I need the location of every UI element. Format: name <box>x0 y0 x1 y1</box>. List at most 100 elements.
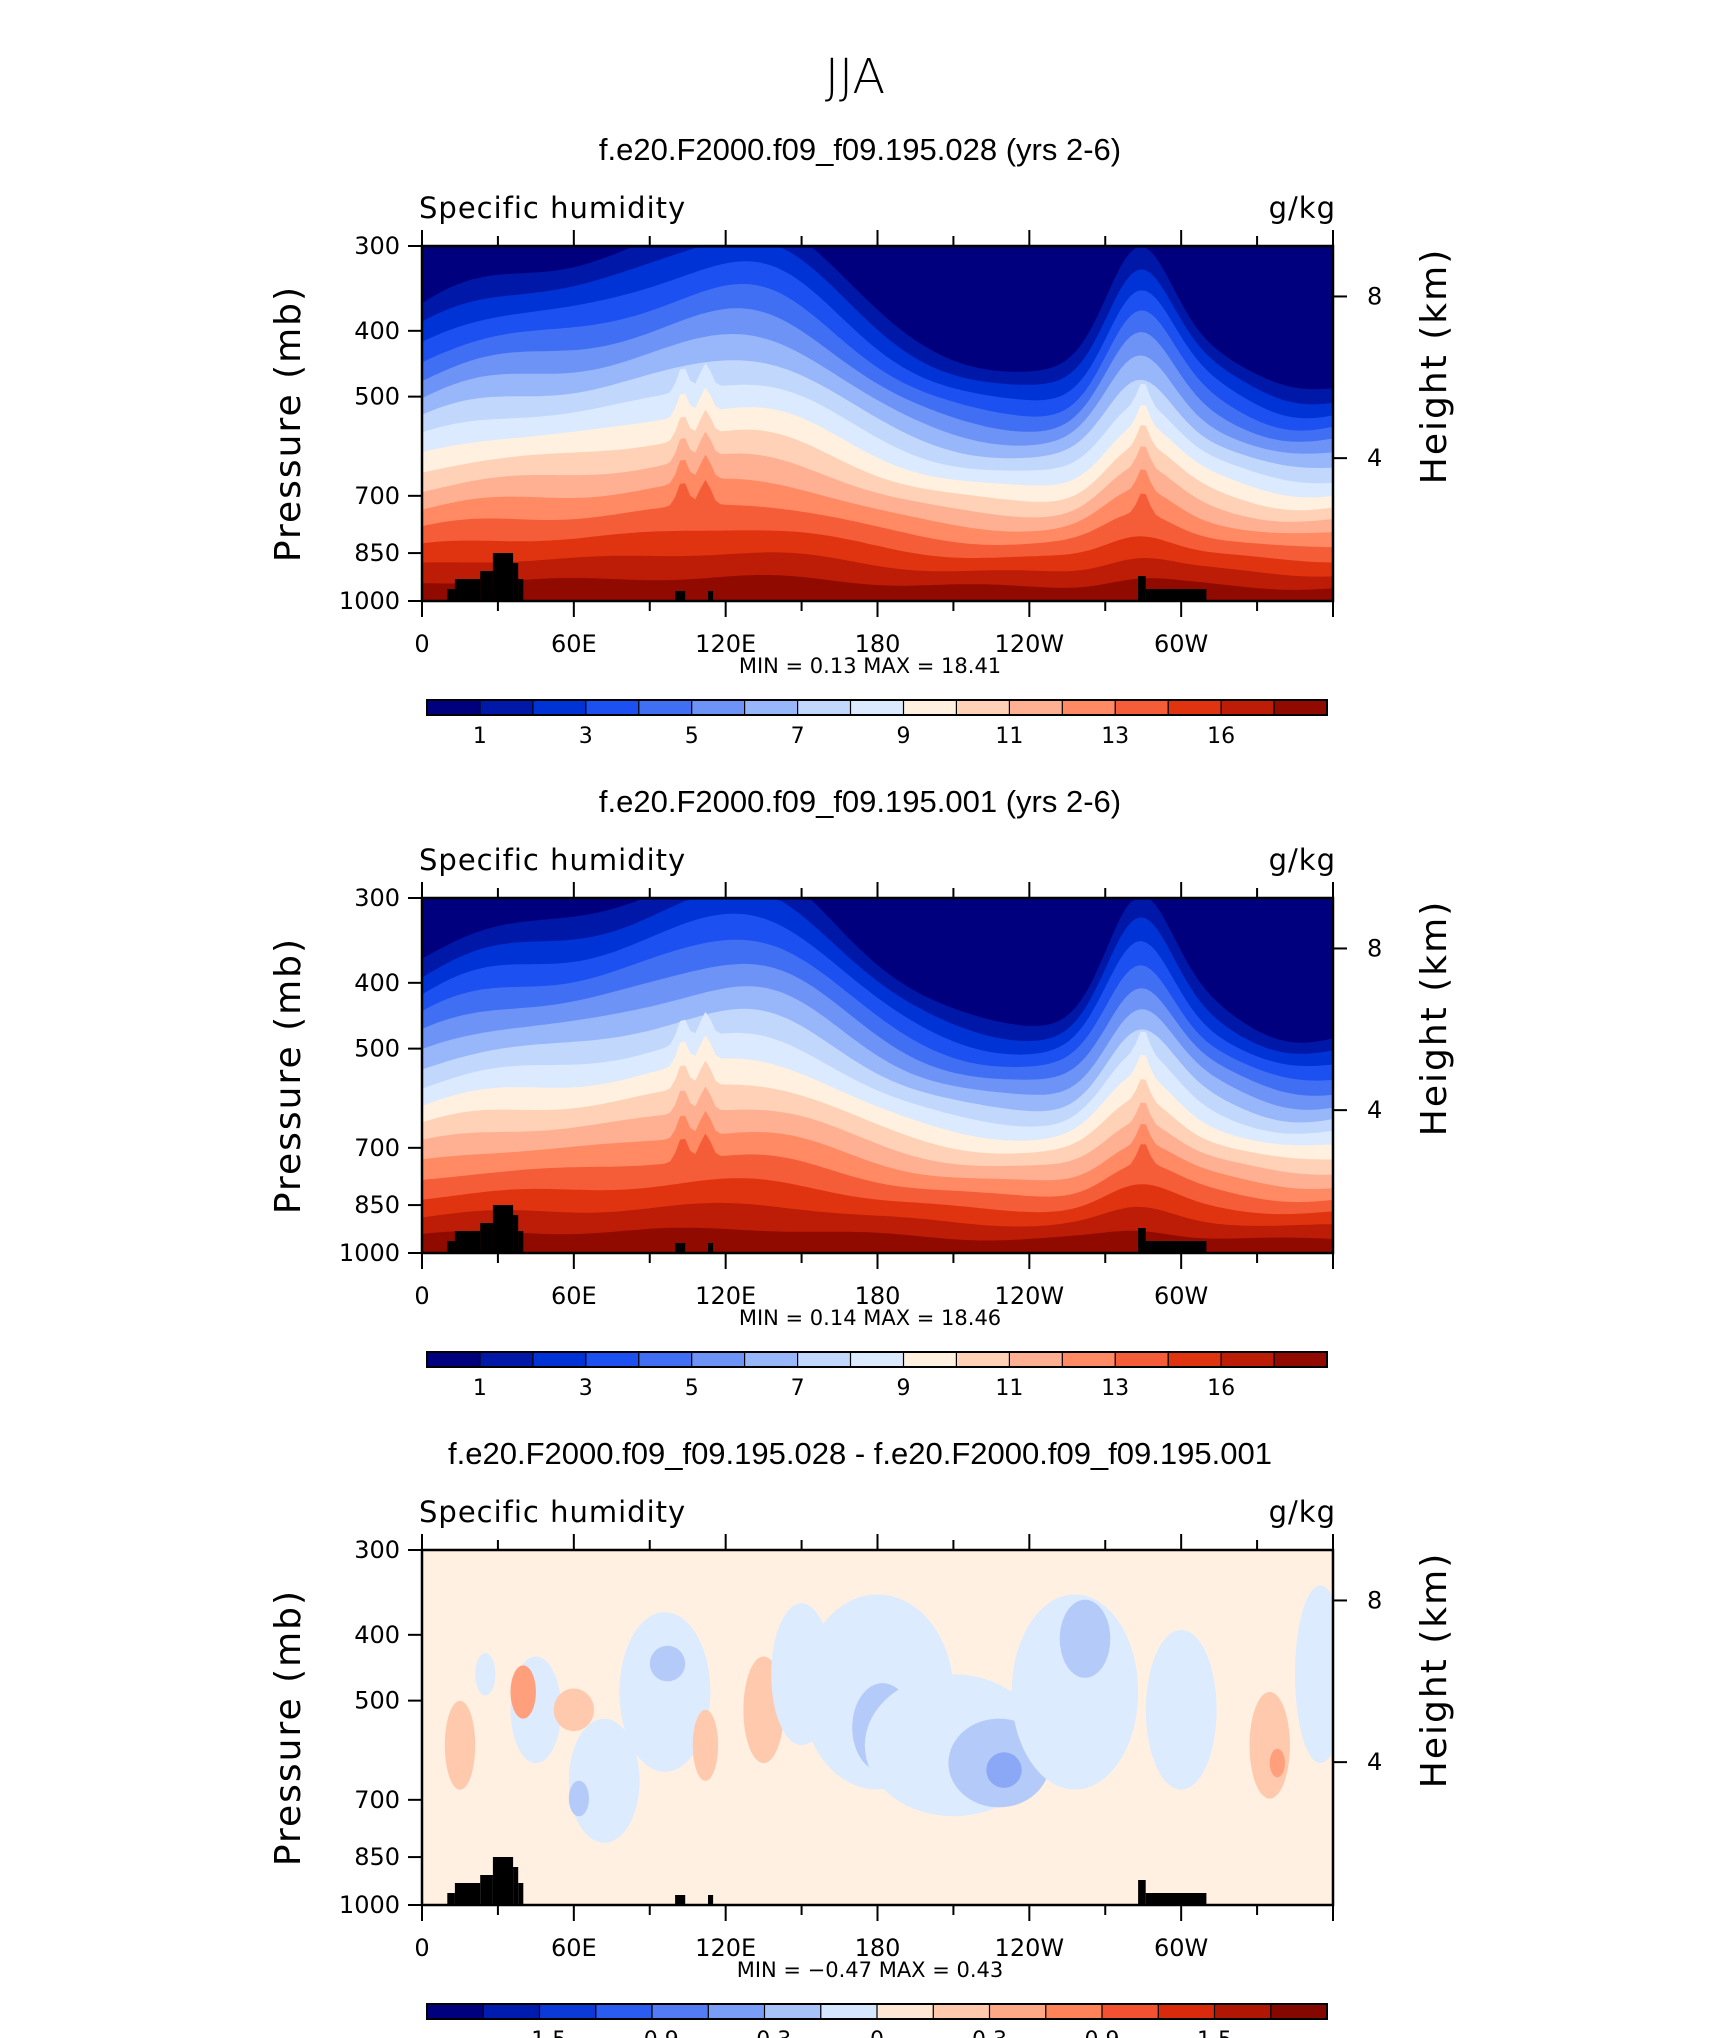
colorbar-swatch <box>796 699 852 716</box>
y-axis-label: Pressure (mb) <box>268 1589 309 1866</box>
colorbar-label: 7 <box>791 1376 805 1401</box>
min-max-stats: MIN = −0.47 MAX = 0.43 <box>737 1958 1004 1982</box>
variable-label: Specific humidity <box>419 1495 686 1529</box>
colorbar-swatch <box>955 699 1011 716</box>
colorbar-swatch <box>482 2003 541 2020</box>
diff-contour-region <box>444 1700 476 1790</box>
colorbar-swatch <box>763 2003 822 2020</box>
topography-block <box>492 1205 514 1253</box>
y-tick-label: 700 <box>354 1134 400 1162</box>
x-tick-label: 60W <box>1154 1282 1208 1310</box>
topography-block <box>480 1875 493 1905</box>
colorbar-label: 9 <box>897 1376 911 1401</box>
y-tick-label: 850 <box>354 539 400 567</box>
x-tick-label: 60E <box>551 1282 597 1310</box>
colorbar-swatch <box>479 699 534 716</box>
colorbar-swatch <box>849 699 905 716</box>
colorbar-swatch <box>1273 699 1328 716</box>
units-label: g/kg <box>1269 843 1336 877</box>
y-tick-label: 850 <box>354 1191 400 1219</box>
colorbar-frame <box>426 2003 1328 2020</box>
colorbar-label: 13 <box>1101 1376 1129 1401</box>
colorbar-swatch <box>876 2003 935 2020</box>
y-tick-label: 700 <box>354 1786 400 1814</box>
colorbar-label: 11 <box>995 1376 1023 1401</box>
y-axis-label: Pressure (mb) <box>268 285 309 562</box>
y-tick-label: 850 <box>354 1843 400 1871</box>
diff-contour-region <box>553 1688 594 1732</box>
topography-block <box>1138 1880 1146 1905</box>
diff-contour-region <box>568 1780 590 1817</box>
y-tick-label: 400 <box>354 1621 400 1649</box>
x-tick-label: 0 <box>414 1934 429 1962</box>
colorbar-label: 9 <box>897 724 911 749</box>
y2-axis-label: Height (km) <box>1414 248 1455 484</box>
colorbar-swatch <box>538 2003 597 2020</box>
panel-3: 300 400 500 700 850 1000 8 4 0 60E 120E 180 120W 60W M… <box>268 1436 1455 2038</box>
min-max-stats: MIN = 0.13 MAX = 18.41 <box>739 654 1001 678</box>
y-tick-label: 500 <box>354 1687 400 1715</box>
x-tick-label: 120E <box>695 1934 756 1962</box>
topography-block <box>708 1895 714 1905</box>
colorbar-swatch <box>1045 2003 1103 2020</box>
colorbar-swatch <box>743 1351 799 1368</box>
colorbar-label: −0.9 <box>625 2028 678 2038</box>
figure-title: JJA <box>825 49 885 105</box>
colorbar-swatch <box>932 2003 991 2020</box>
y-tick-label: 700 <box>354 482 400 510</box>
colorbar-swatch <box>1273 1351 1328 1368</box>
y-tick-label: 1000 <box>339 1891 400 1919</box>
y-axis-label: Pressure (mb) <box>268 937 309 1214</box>
x-tick-label: 120E <box>695 630 756 658</box>
y2-tick-label: 8 <box>1367 1586 1382 1614</box>
colorbar-swatch <box>820 2003 878 2020</box>
x-tick-label: 0 <box>414 630 429 658</box>
topography-block <box>447 1893 455 1905</box>
colorbar-swatch <box>691 699 746 716</box>
topography-block <box>1145 589 1207 601</box>
colorbar-label: 11 <box>995 724 1023 749</box>
colorbar-swatch <box>1167 1351 1222 1368</box>
y2-axis-label: Height (km) <box>1414 1552 1455 1788</box>
colorbar-label: 1 <box>473 1376 487 1401</box>
colorbar-swatch <box>532 1351 587 1368</box>
colorbar-label: 5 <box>685 724 699 749</box>
topography-block <box>675 1243 686 1253</box>
y2-axis-label: Height (km) <box>1414 900 1455 1136</box>
topography-block <box>518 1231 524 1253</box>
colorbar-swatch <box>1061 1351 1117 1368</box>
colorbar-swatch <box>1220 699 1275 716</box>
min-max-stats: MIN = 0.14 MAX = 18.46 <box>739 1306 1001 1330</box>
x-tick-label: 120W <box>995 1282 1065 1310</box>
units-label: g/kg <box>1269 191 1336 225</box>
diff-contour-region <box>1249 1692 1290 1799</box>
colorbar-swatch <box>1167 699 1222 716</box>
panel-title: f.e20.F2000.f09_f09.195.001 (yrs 2-6) <box>599 784 1121 819</box>
y2-tick-label: 8 <box>1367 934 1382 962</box>
y2-tick-label: 4 <box>1367 444 1382 472</box>
colorbar-label: 0.9 <box>1085 2028 1120 2038</box>
topography-block <box>1145 1241 1207 1253</box>
colorbar-label: 1.5 <box>1197 2028 1232 2038</box>
topography-block <box>518 1883 524 1905</box>
colorbar-swatch <box>1114 699 1169 716</box>
units-label: g/kg <box>1269 1495 1336 1529</box>
contour-fill-group <box>422 898 1333 1253</box>
x-tick-label: 60E <box>551 630 597 658</box>
diff-contour-region <box>619 1612 711 1772</box>
colorbar-swatch <box>1213 2003 1272 2020</box>
x-tick-label: 180 <box>855 1934 901 1962</box>
panel-title: f.e20.F2000.f09_f09.195.028 (yrs 2-6) <box>599 132 1121 167</box>
colorbar-swatch <box>1008 1351 1064 1368</box>
colorbar-swatch <box>426 1351 481 1368</box>
topography-block <box>1138 576 1146 601</box>
y-tick-label: 300 <box>354 232 400 260</box>
topography-block <box>675 1895 686 1905</box>
contour-fill-group <box>422 246 1333 601</box>
y-tick-label: 1000 <box>339 1239 400 1267</box>
topography-block <box>518 579 524 601</box>
colorbar-swatch <box>796 1351 852 1368</box>
x-tick-label: 120E <box>695 1282 756 1310</box>
colorbar-label: 1 <box>473 724 487 749</box>
